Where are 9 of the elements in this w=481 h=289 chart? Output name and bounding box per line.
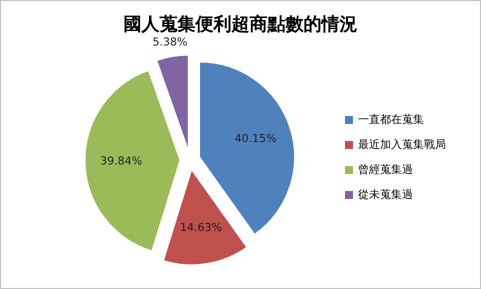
legend-label: 最近加入蒐集戰局 — [358, 138, 446, 152]
legend-label: 一直都在蒐集 — [358, 113, 424, 126]
legend-label: 曾經蒐集過 — [358, 163, 413, 176]
legend-label: 從未蒐集過 — [358, 188, 413, 202]
data-label: 40.15% — [234, 132, 277, 146]
data-label: 39.84% — [100, 154, 142, 168]
chart-title: 國人蒐集便利超商點數的情況 — [124, 14, 358, 35]
data-label: 14.63% — [180, 221, 222, 234]
data-label: 5.38% — [152, 36, 188, 49]
